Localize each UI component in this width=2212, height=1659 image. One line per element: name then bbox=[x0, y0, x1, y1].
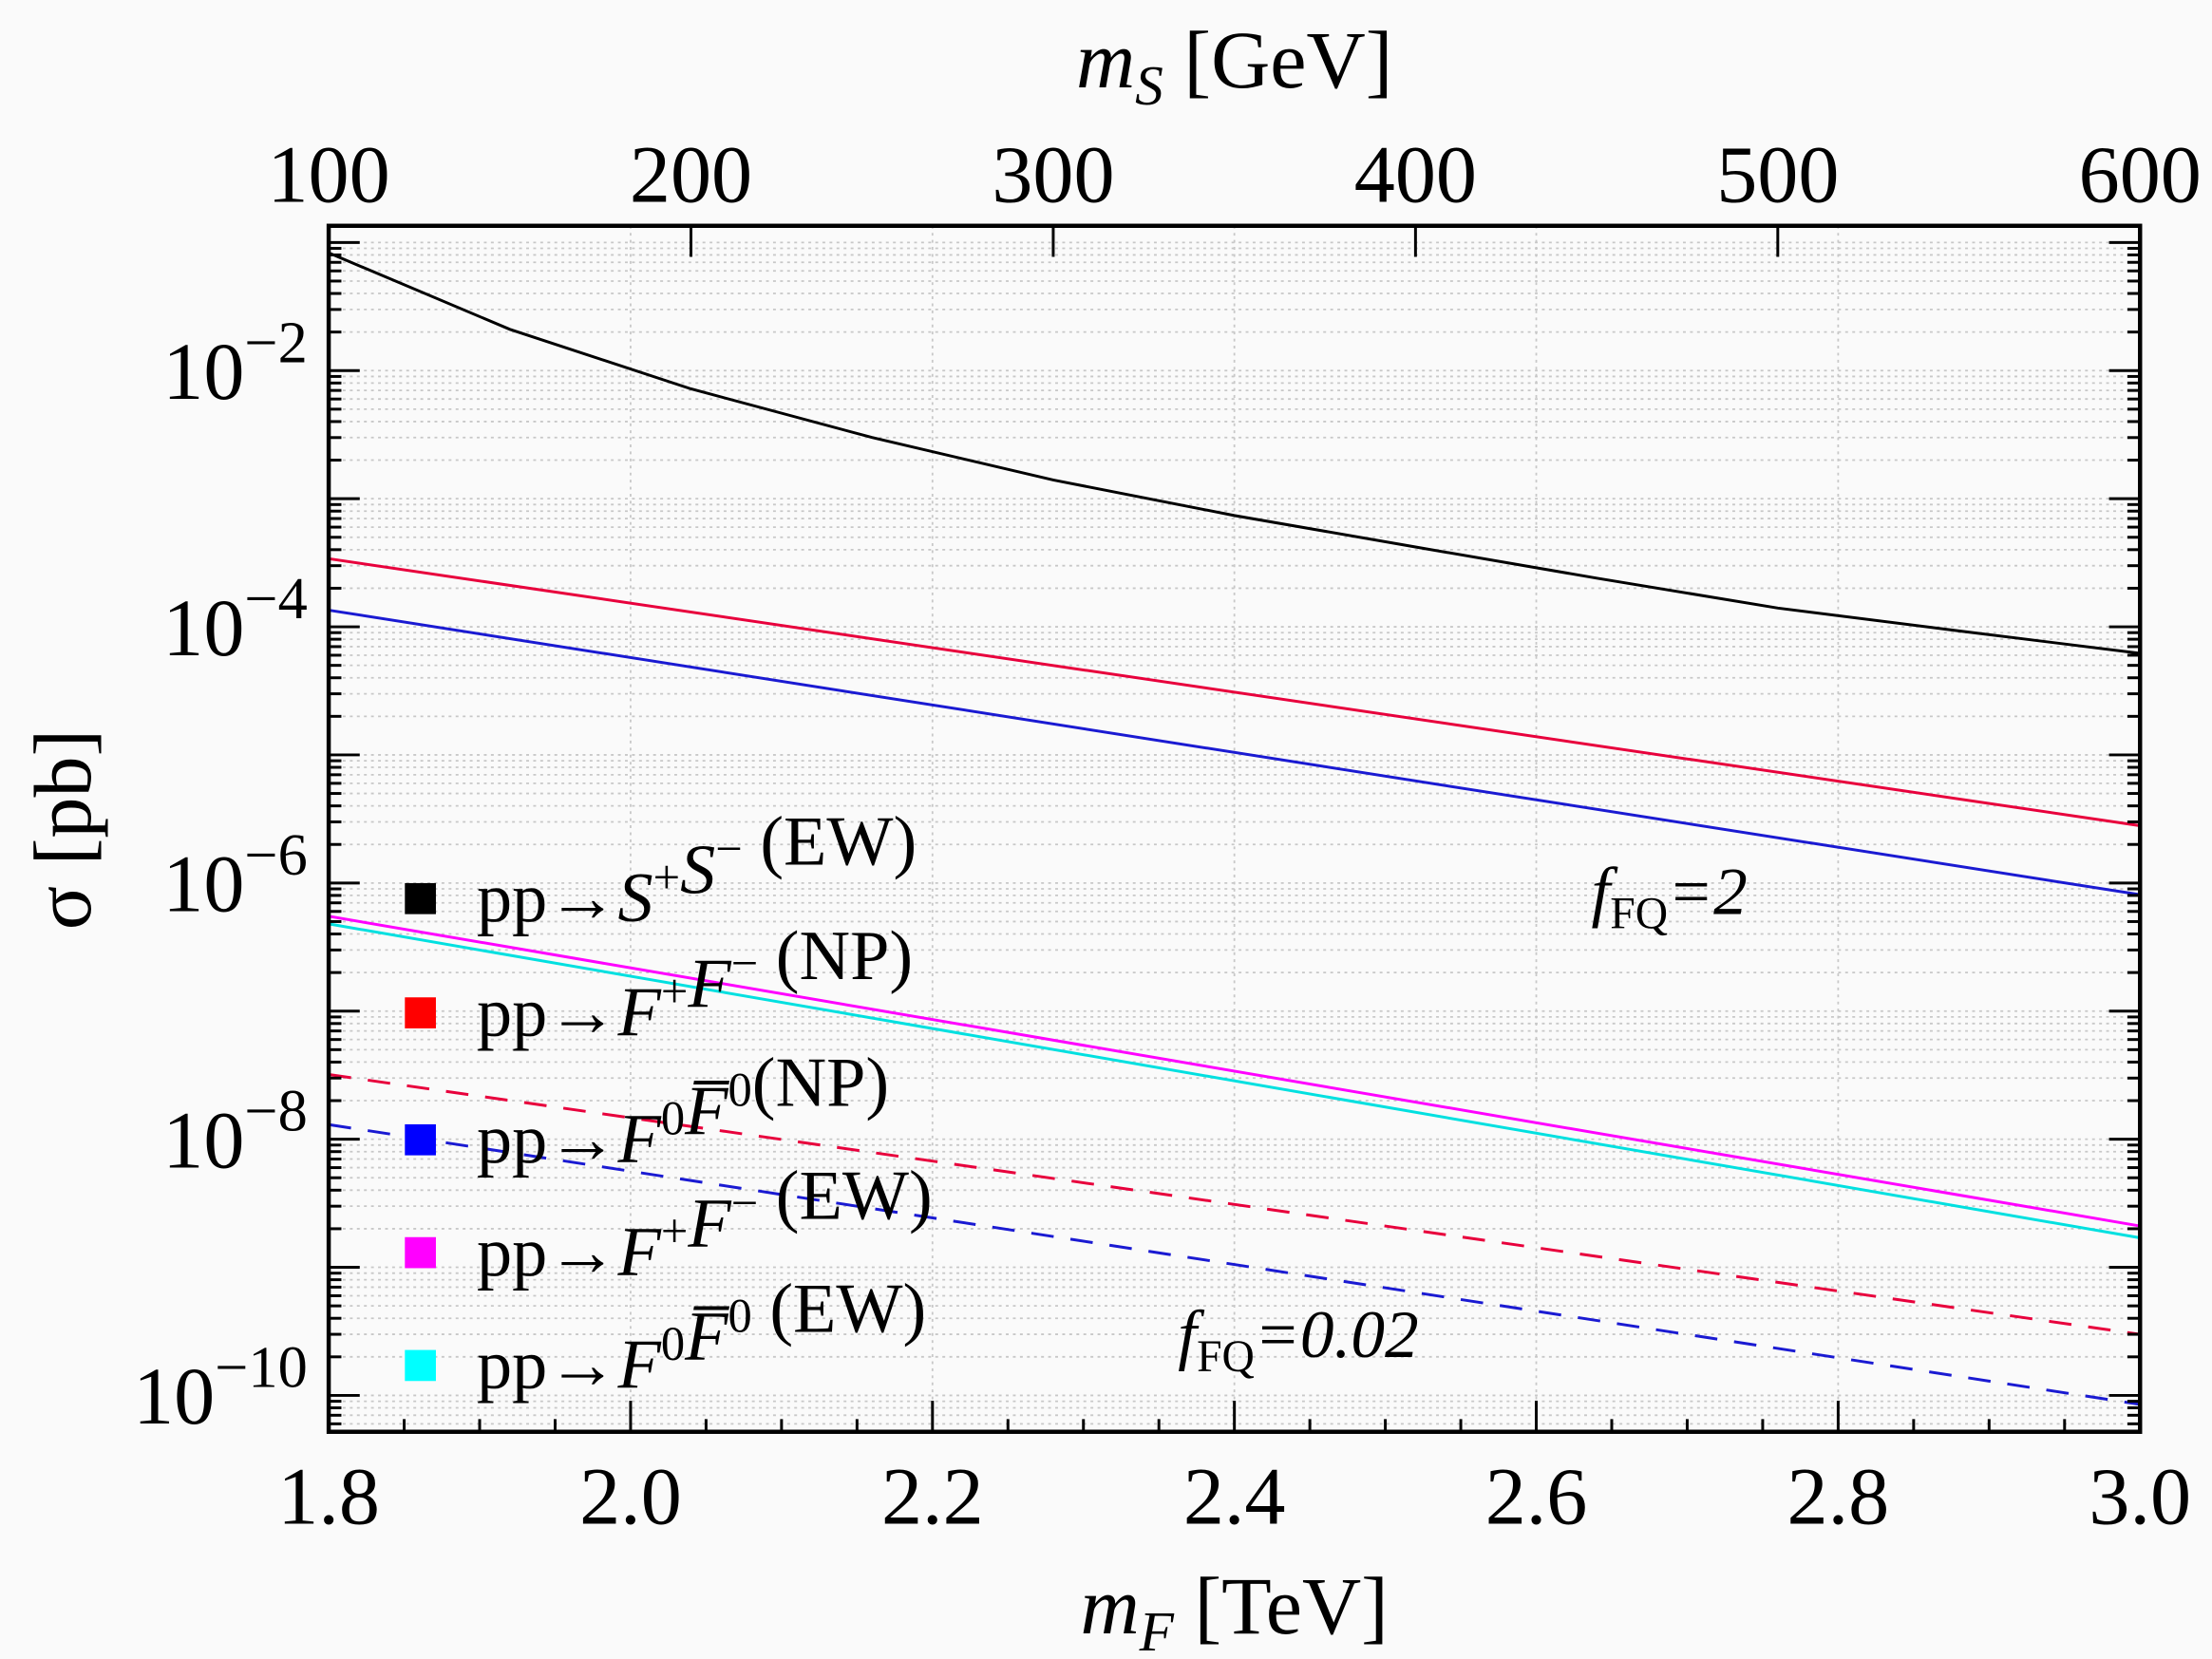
y-tick-label: 10−6 bbox=[162, 822, 308, 930]
legend-swatch bbox=[405, 1349, 436, 1382]
x-tick-label-bottom: 1.8 bbox=[277, 1450, 380, 1541]
series-line-SS_EW bbox=[328, 251, 2141, 655]
legend-swatch bbox=[405, 882, 436, 914]
y-tick-label: 10−2 bbox=[162, 310, 308, 417]
y-axis-label: σ [pb] bbox=[17, 729, 108, 930]
x-tick-label-bottom: 2.0 bbox=[579, 1450, 682, 1541]
annotation-fFQ: fFQ=2 bbox=[1591, 855, 1747, 939]
ticks: 10−2 10−4 10−6 10−8 10−101.8 2.0 2.2 2.4 2.6 2.8 3… bbox=[133, 129, 2202, 1542]
series-line-FpFm_NP_fFQ2 bbox=[328, 556, 2141, 827]
bottom-axis-label: mF [TeV] bbox=[1080, 1560, 1388, 1659]
x-tick-label-top: 300 bbox=[992, 129, 1114, 220]
y-tick-label: 10−8 bbox=[162, 1079, 308, 1186]
series-line-F0F0_NP_fFQ2 bbox=[328, 609, 2141, 896]
y-tick-label: 10−10 bbox=[133, 1335, 308, 1442]
x-tick-label-bottom: 2.2 bbox=[881, 1450, 984, 1541]
top-axis-label: mS [GeV] bbox=[1076, 14, 1392, 117]
x-tick-label-bottom: 3.0 bbox=[2089, 1450, 2191, 1541]
x-tick-label-top: 100 bbox=[267, 129, 389, 220]
legend-swatch bbox=[405, 1123, 436, 1156]
grid bbox=[329, 225, 2141, 1432]
x-tick-label-top: 400 bbox=[1354, 129, 1477, 220]
series-line-F0F0_EW bbox=[328, 922, 2141, 1239]
legend-label: pp→F+F− (NP) bbox=[477, 917, 913, 1051]
legend-label: pp→S+S− (EW) bbox=[477, 803, 917, 937]
series-line-FpFm_EW bbox=[328, 914, 2141, 1228]
x-tick-label-top: 600 bbox=[2079, 129, 2202, 220]
series-line-FpFm_NP_fFQ002 bbox=[328, 1073, 2141, 1336]
x-tick-label-bottom: 2.8 bbox=[1787, 1450, 1890, 1541]
legend-label: pp→F+F− (EW) bbox=[477, 1157, 933, 1291]
y-tick-label: 10−4 bbox=[162, 566, 308, 673]
series-group bbox=[328, 251, 2141, 1406]
x-tick-label-bottom: 2.4 bbox=[1183, 1450, 1286, 1541]
legend-swatch bbox=[405, 1236, 436, 1269]
legend-label: pp→F0F̅0(NP) bbox=[477, 1045, 889, 1178]
x-tick-label-top: 200 bbox=[630, 129, 752, 220]
legend-swatch bbox=[405, 997, 436, 1028]
legend: pp→S+S− (EW)pp→F+F− (NP)pp→F0F̅0(NP)pp→F… bbox=[405, 803, 933, 1404]
x-tick-label-top: 500 bbox=[1716, 129, 1839, 220]
series-line-F0F0_NP_fFQ002 bbox=[328, 1122, 2141, 1406]
annotation-fFQ: fFQ=0.02 bbox=[1178, 1297, 1418, 1382]
annotations: fFQ=2 fFQ=0.02 bbox=[1178, 855, 1748, 1382]
legend-label: pp→F0F̅0 (EW) bbox=[477, 1270, 926, 1404]
x-tick-label-bottom: 2.6 bbox=[1485, 1450, 1588, 1541]
